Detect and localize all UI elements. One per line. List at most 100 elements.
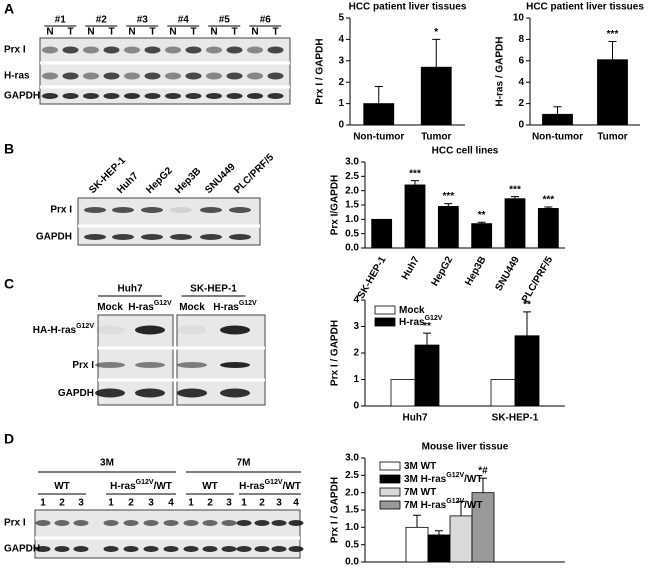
label-part: /WT bbox=[464, 474, 482, 485]
bar bbox=[597, 59, 628, 126]
blot-band bbox=[226, 93, 243, 99]
legend-swatch bbox=[379, 487, 401, 497]
y-tick-label: 3 bbox=[353, 321, 359, 332]
lane-label: N bbox=[128, 27, 135, 38]
panel-letter: C bbox=[4, 276, 14, 292]
lane-label: 2 bbox=[128, 498, 134, 509]
bar bbox=[420, 66, 452, 126]
group-label: Huh7 bbox=[118, 284, 143, 295]
group-label: SK-HEP-1 bbox=[190, 284, 237, 295]
y-tick-label: 0 bbox=[353, 401, 359, 412]
significance-mark: *** bbox=[542, 195, 554, 206]
y-tick-label: 1.0 bbox=[345, 522, 359, 533]
error-bar bbox=[432, 38, 441, 68]
lane-label: PLC/PRF/5 bbox=[232, 152, 276, 196]
label-part: GAPDH bbox=[58, 388, 94, 399]
blot-band bbox=[170, 207, 192, 213]
bar bbox=[371, 218, 393, 249]
error-bar bbox=[553, 106, 562, 115]
lane-label: T bbox=[67, 27, 73, 38]
blot-band bbox=[202, 546, 218, 552]
blot-band bbox=[226, 46, 243, 54]
blot-band bbox=[183, 546, 199, 552]
y-tick-label: 4 bbox=[518, 77, 524, 88]
subgroup-label: H-rasG12V/WT bbox=[110, 479, 172, 492]
row-label: Prx I bbox=[72, 360, 94, 371]
blot-band bbox=[185, 72, 202, 80]
error-bar bbox=[511, 196, 519, 199]
y-tick-label: 1 bbox=[353, 374, 359, 385]
blot-band bbox=[144, 46, 161, 54]
x-tick-label: Huh7 bbox=[400, 254, 422, 282]
superscript: G12V bbox=[136, 479, 154, 486]
label-part: WT bbox=[202, 481, 218, 492]
lane-label: 2 bbox=[59, 498, 65, 509]
lane-label: T bbox=[108, 27, 114, 38]
bar bbox=[449, 515, 473, 563]
lane-label: 1 bbox=[40, 498, 46, 509]
blot-band bbox=[103, 546, 119, 552]
y-tick-label: 0.0 bbox=[345, 557, 359, 568]
blot-band bbox=[124, 93, 140, 99]
superscript: G12V bbox=[425, 315, 443, 322]
legend-label: 7M H-rasG12V/WT bbox=[404, 498, 482, 511]
y-tick-label: 0.5 bbox=[345, 539, 359, 550]
y-tick-label: 1.5 bbox=[345, 200, 359, 211]
y-tick-label: 2 bbox=[353, 348, 359, 359]
y-tick-label: 4 bbox=[353, 295, 359, 306]
blot-band bbox=[267, 72, 284, 80]
blot-band bbox=[202, 520, 218, 526]
panel-letter: B bbox=[4, 141, 14, 157]
label-part: H-ras bbox=[110, 481, 136, 492]
panel-letter: D bbox=[4, 431, 14, 447]
group-label: 3M bbox=[100, 458, 114, 469]
x-tick-label: SNU449 bbox=[493, 254, 522, 293]
blot-band bbox=[170, 234, 192, 240]
row-label: GAPDH bbox=[58, 388, 94, 399]
y-axis-label: Prx I / GAPDH bbox=[315, 38, 326, 104]
label-part: H-ras bbox=[213, 302, 239, 313]
y-tick-label: 2 bbox=[518, 98, 524, 109]
error-bar bbox=[413, 514, 421, 528]
x-tick-label: Non-tumor bbox=[532, 132, 583, 143]
blot-band bbox=[267, 46, 284, 54]
blot-band bbox=[124, 46, 140, 54]
lane-label: 3 bbox=[276, 498, 282, 509]
blot-band bbox=[271, 546, 287, 552]
blot-band bbox=[177, 362, 207, 368]
label-part: /WT bbox=[154, 481, 172, 492]
blot-band bbox=[112, 207, 134, 213]
y-tick-label: 0.5 bbox=[345, 228, 359, 239]
blot-band bbox=[95, 325, 125, 335]
lane-label: 3 bbox=[148, 498, 154, 509]
y-tick-label: 4 bbox=[338, 34, 344, 45]
label-part: H-ras bbox=[399, 317, 425, 328]
superscript: G12V bbox=[239, 300, 257, 307]
bar bbox=[390, 379, 416, 407]
y-tick-label: 10 bbox=[513, 13, 525, 24]
blot-band bbox=[141, 234, 163, 240]
y-tick-label: 0 bbox=[518, 120, 524, 131]
group-label: #2 bbox=[96, 15, 108, 26]
blot-band bbox=[206, 46, 222, 54]
lane-label: SNU449 bbox=[203, 161, 238, 196]
chart-title: HCC cell lines bbox=[432, 146, 499, 157]
y-tick-label: 6 bbox=[518, 55, 524, 66]
y-tick-label: 2.5 bbox=[345, 171, 359, 182]
blot-band bbox=[62, 93, 79, 99]
significance-mark: *** bbox=[409, 168, 421, 179]
y-tick-label: 5 bbox=[338, 13, 344, 24]
label-part: Mock bbox=[399, 305, 425, 316]
lane-label: HepG2 bbox=[144, 165, 175, 196]
blot-band bbox=[84, 207, 106, 213]
legend-swatch bbox=[379, 500, 401, 510]
blot-band bbox=[236, 546, 252, 552]
bar bbox=[427, 534, 451, 563]
legend-swatch bbox=[379, 461, 401, 471]
significance-mark: ** bbox=[523, 300, 531, 311]
error-bar bbox=[423, 332, 431, 346]
blot-band bbox=[220, 388, 250, 398]
y-axis-label: Prx I/GAPDH bbox=[330, 175, 341, 236]
blot-band bbox=[200, 207, 222, 213]
bar bbox=[490, 379, 516, 407]
